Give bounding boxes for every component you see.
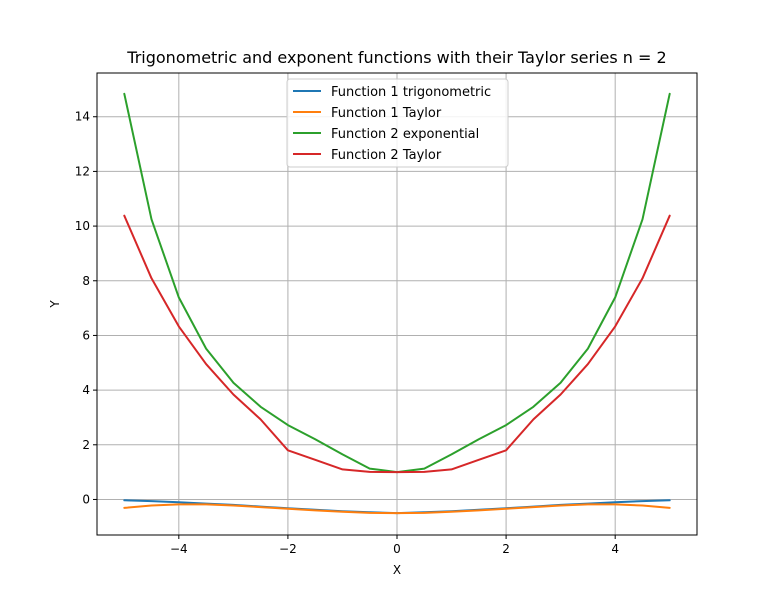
legend-entry-label: Function 2 Taylor — [331, 148, 442, 163]
y-axis-label: Y — [48, 300, 62, 309]
y-tick-label: 6 — [82, 328, 90, 342]
y-axis-ticks: 0 2 4 6 8 10 12 14 — [75, 110, 97, 506]
x-axis-label: X — [393, 563, 401, 577]
legend-box — [286, 78, 509, 168]
legend: Function 1 trigonometric Function 1 Taylo… — [286, 78, 509, 168]
legend-entry-label: Function 1 Taylor — [331, 106, 442, 121]
x-tick-label: 0 — [393, 542, 401, 556]
x-tick-label: 2 — [502, 542, 510, 556]
y-tick-label: 10 — [75, 219, 90, 233]
y-tick-label: 0 — [82, 492, 90, 506]
x-tick-label: −4 — [170, 542, 188, 556]
y-tick-label: 4 — [82, 383, 90, 397]
x-tick-label: −2 — [279, 542, 297, 556]
series-line — [123, 214, 671, 474]
y-tick-label: 2 — [82, 438, 90, 452]
x-tick-label: 4 — [611, 542, 619, 556]
legend-entry-label: Function 1 trigonometric — [331, 85, 491, 100]
x-axis-ticks: −4 −2 0 2 4 — [170, 535, 619, 556]
series-lines — [123, 92, 671, 515]
legend-entry-label: Function 2 exponential — [331, 127, 479, 142]
y-tick-label: 8 — [82, 274, 90, 288]
chart-title: Trigonometric and exponent functions wit… — [126, 48, 666, 67]
y-tick-label: 14 — [75, 110, 90, 124]
series-line — [123, 503, 671, 515]
y-tick-label: 12 — [75, 164, 90, 178]
